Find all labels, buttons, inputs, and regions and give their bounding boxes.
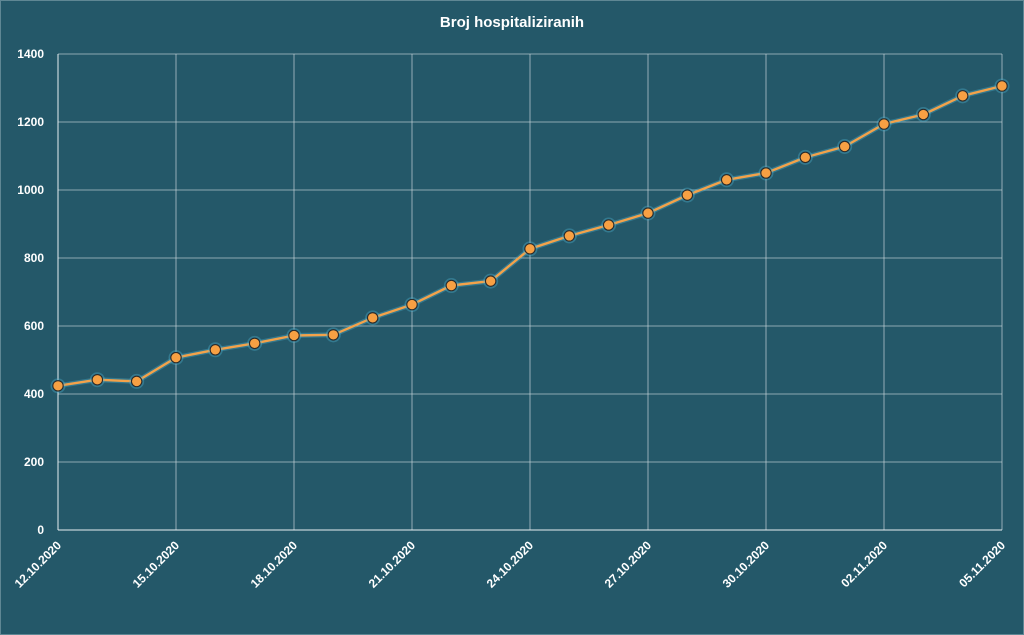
x-tick-label: 12.10.2020 [12,538,65,591]
y-tick-label: 1400 [17,47,44,61]
x-tick-label: 05.11.2020 [956,538,1008,590]
data-point [642,207,654,219]
x-tick-label: 02.11.2020 [838,538,890,590]
y-tick-label: 0 [37,523,44,537]
data-point [563,230,576,242]
y-tick-label: 1200 [17,115,44,129]
data-point [248,337,261,350]
data-point [406,298,418,311]
data-point [288,329,300,342]
x-tick-label: 27.10.2020 [602,538,655,591]
data-point [524,243,536,255]
x-tick-label: 21.10.2020 [366,538,419,591]
data-point [838,140,851,153]
x-tick-label: 30.10.2020 [720,538,773,591]
data-point [366,312,379,324]
data-point [917,108,930,121]
y-tick-label: 1000 [17,183,44,197]
chart-title: Broj hospitaliziranih [440,14,584,31]
data-point [91,373,104,386]
data-point [52,380,64,392]
y-tick-label: 200 [24,455,44,469]
axis-layer: 0 200 400 600 800 1000 1200 1400 12.10.2020 15.10… [12,47,1009,591]
data-point [720,174,733,186]
data-point [681,189,694,201]
data-point [170,351,182,364]
data-point [327,329,340,341]
data-point [445,279,458,292]
data-point [996,80,1008,92]
x-tick-label: 15.10.2020 [130,538,183,591]
x-tick-label: 24.10.2020 [484,538,537,591]
data-point [602,219,615,231]
series-layer [50,78,1010,394]
y-tick-label: 800 [24,251,44,265]
data-point [209,344,222,356]
y-tick-label: 400 [24,387,44,401]
x-tick-label: 18.10.2020 [248,538,301,591]
grid-layer [57,53,1003,531]
data-point [799,151,812,164]
data-point [760,167,772,179]
data-point [484,275,497,287]
y-tick-label: 600 [24,319,44,333]
data-point [878,118,890,130]
data-point [956,90,969,102]
data-point [130,375,143,388]
